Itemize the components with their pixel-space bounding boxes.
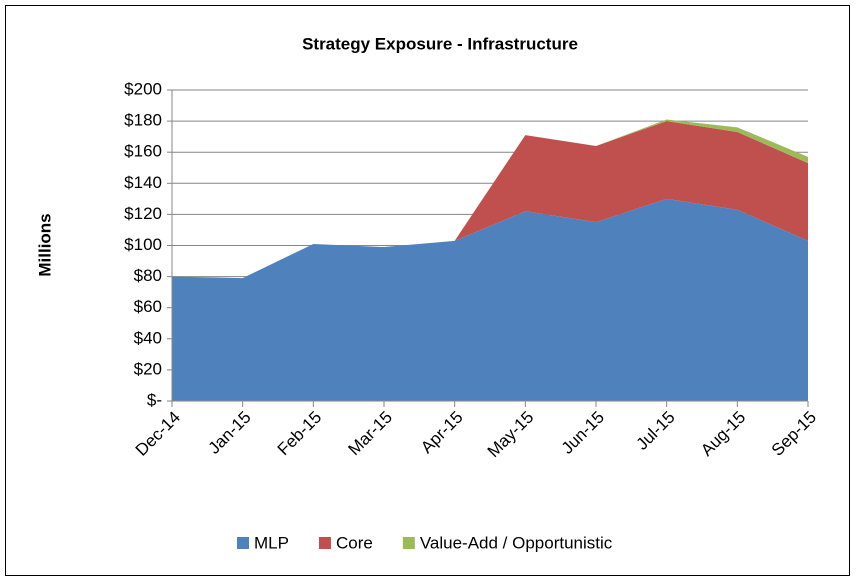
y-tick-label: $100 [124, 235, 162, 254]
y-tick-label: $40 [134, 328, 162, 347]
y-tick-label: $80 [134, 266, 162, 285]
area [172, 121, 808, 279]
y-tick-label: $20 [134, 359, 162, 378]
y-tick-label: $60 [134, 297, 162, 316]
legend-label: Value-Add / Opportunistic [420, 533, 613, 552]
y-tick-label: $180 [124, 111, 162, 130]
y-axis-label: Millions [35, 213, 54, 276]
legend-swatch [237, 537, 249, 549]
legend-label: Core [336, 533, 373, 552]
legend-swatch [318, 537, 331, 549]
legend-label: MLP [254, 533, 289, 552]
chart-title: Strategy Exposure - Infrastructure [302, 34, 578, 53]
legend-swatch [402, 537, 415, 549]
y-tick-label: $- [147, 390, 162, 409]
y-tick-label: $120 [124, 204, 162, 223]
y-tick-label: $140 [124, 173, 162, 192]
y-tick-label: $160 [124, 142, 162, 161]
y-tick-label: $200 [124, 79, 162, 98]
area [172, 198, 808, 401]
